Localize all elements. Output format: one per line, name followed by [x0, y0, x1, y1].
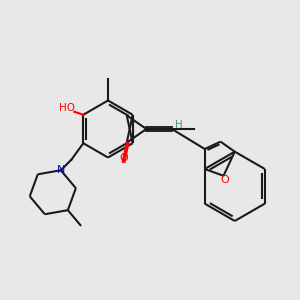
Text: HO: HO	[59, 103, 75, 113]
Text: H: H	[176, 120, 183, 130]
Text: O: O	[220, 175, 230, 185]
Text: N: N	[57, 165, 65, 175]
Text: O: O	[120, 153, 129, 163]
